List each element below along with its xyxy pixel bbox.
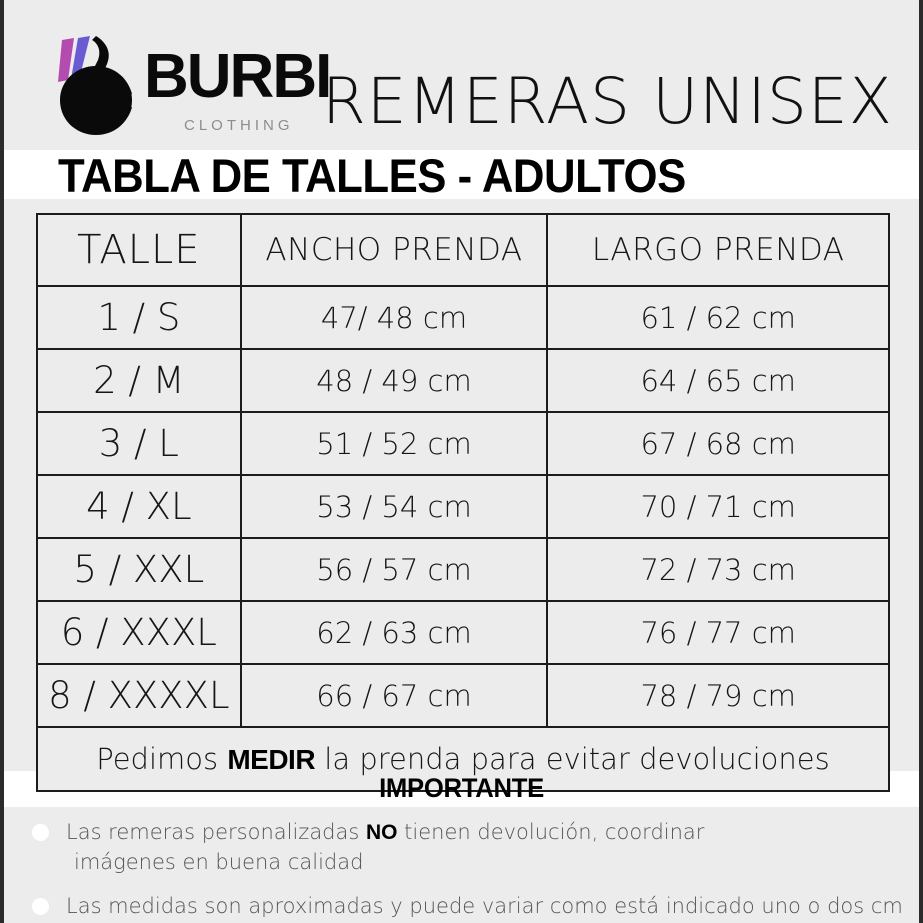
cell-largo: 72 / 73 cm	[546, 537, 890, 602]
table-row: 4 / XL 53 / 54 cm 70 / 71 cm	[36, 474, 890, 539]
measure-advice-emphasis: MEDIR	[227, 744, 316, 775]
cell-ancho: 56 / 57 cm	[239, 537, 549, 602]
cell-ancho: 48 / 49 cm	[239, 348, 549, 413]
cell-ancho: 62 / 63 cm	[239, 600, 549, 665]
table-row: 2 / M 48 / 49 cm 64 / 65 cm	[36, 348, 890, 413]
list-item: Las medidas son aproximadas y puede vari…	[18, 892, 908, 922]
measure-advice-before: Pedimos	[96, 742, 228, 776]
header-band	[0, 0, 923, 150]
table-row: 3 / L 51 / 52 cm 67 / 68 cm	[36, 411, 890, 476]
note-text-line2: imágenes en buena calidad	[74, 849, 364, 874]
burbi-b-monogram-icon	[52, 36, 144, 136]
note-text-after: tienen devolución, coordinar	[397, 820, 705, 844]
table-header-row: TALLE ANCHO PRENDA LARGO PRENDA	[36, 213, 890, 287]
cell-largo: 76 / 77 cm	[546, 600, 890, 665]
important-notes-list: Las remeras personalizadas NO tienen dev…	[18, 818, 908, 923]
cell-largo: 70 / 71 cm	[546, 474, 890, 539]
list-item: Las remeras personalizadas NO tienen dev…	[18, 818, 908, 878]
brand-name: BURBI	[144, 42, 332, 111]
bullet-icon	[32, 897, 49, 915]
right-edge-stripe	[919, 0, 923, 923]
subtitle-band	[0, 150, 923, 199]
page-subtitle: TABLA DE TALLES - ADULTOS	[58, 149, 686, 202]
table-row: 1 / S 47/ 48 cm 61 / 62 cm	[36, 285, 890, 350]
cell-talle: 5 / XXL	[36, 537, 242, 602]
note-text-before: Las medidas son aproximadas y puede vari…	[66, 893, 903, 918]
table-row: 8 / XXXXL 66 / 67 cm 78 / 79 cm	[36, 663, 890, 728]
cell-talle: 2 / M	[36, 348, 242, 413]
notes-band	[0, 807, 923, 923]
page-title: REMERAS UNISEX	[322, 65, 893, 138]
cell-talle: 8 / XXXXL	[36, 663, 242, 728]
measure-advice-note: Pedimos MEDIR la prenda para evitar devo…	[36, 726, 890, 792]
note-text-emphasis: NO	[366, 821, 398, 844]
note-text-before: Las remeras personalizadas	[66, 820, 366, 844]
brand-logo: BURBI CLOTHING	[52, 34, 332, 144]
cell-ancho: 53 / 54 cm	[239, 474, 549, 539]
table-row: 6 / XXXL 62 / 63 cm 76 / 77 cm	[36, 600, 890, 665]
brand-tagline: CLOTHING	[184, 117, 294, 134]
column-header-ancho-prenda: ANCHO PRENDA	[239, 213, 549, 287]
cell-largo: 64 / 65 cm	[546, 348, 890, 413]
column-header-talle: TALLE	[36, 213, 242, 287]
cell-largo: 78 / 79 cm	[546, 663, 890, 728]
cell-largo: 61 / 62 cm	[546, 285, 890, 350]
column-header-largo-prenda: LARGO PRENDA	[546, 213, 890, 287]
measure-advice-after: la prenda para evitar devoluciones	[315, 742, 830, 776]
cell-talle: 4 / XL	[36, 474, 242, 539]
cell-talle: 6 / XXXL	[36, 600, 242, 665]
size-table: TALLE ANCHO PRENDA LARGO PRENDA 1 / S 47…	[36, 213, 890, 792]
table-footer-row: Pedimos MEDIR la prenda para evitar devo…	[36, 726, 890, 792]
important-heading: IMPORTANTE	[379, 773, 544, 803]
size-table-body: TALLE ANCHO PRENDA LARGO PRENDA 1 / S 47…	[36, 213, 890, 792]
cell-ancho: 47/ 48 cm	[239, 285, 549, 350]
table-row: 5 / XXL 56 / 57 cm 72 / 73 cm	[36, 537, 890, 602]
left-edge-stripe	[0, 0, 4, 923]
cell-talle: 1 / S	[36, 285, 242, 350]
cell-largo: 67 / 68 cm	[546, 411, 890, 476]
bullet-icon	[32, 824, 49, 841]
cell-ancho: 66 / 67 cm	[239, 663, 549, 728]
cell-talle: 3 / L	[36, 411, 242, 476]
cell-ancho: 51 / 52 cm	[239, 411, 549, 476]
